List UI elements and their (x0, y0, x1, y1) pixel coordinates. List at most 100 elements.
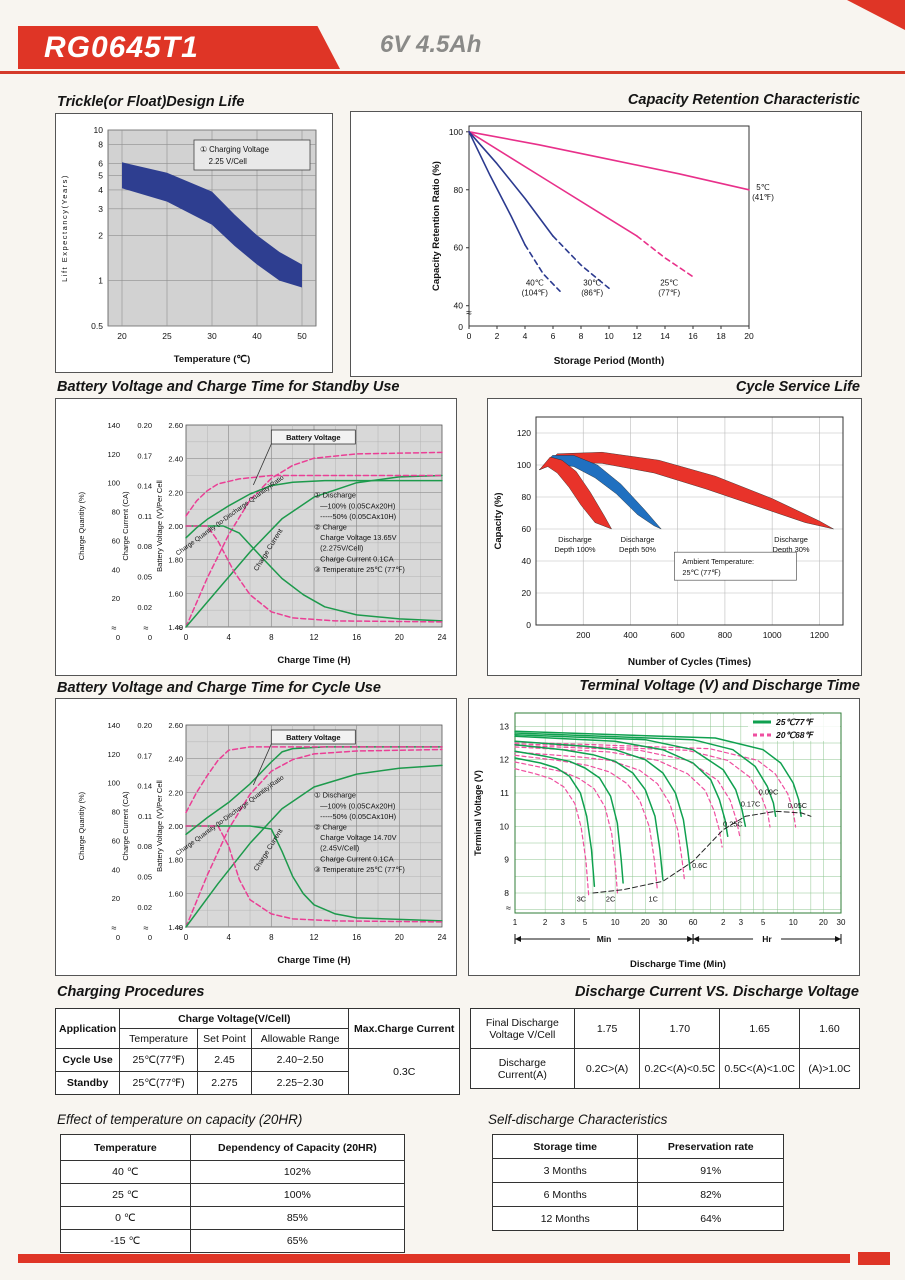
svg-text:≈: ≈ (506, 903, 511, 913)
charging-header-allowable-range: Allowable Range (250, 1028, 350, 1049)
svg-text:24: 24 (438, 633, 447, 642)
table-cell: 64% (637, 1206, 784, 1231)
svg-text:Charge Current (CA): Charge Current (CA) (121, 491, 130, 561)
svg-text:18: 18 (716, 331, 726, 341)
svg-text:1.40: 1.40 (168, 623, 183, 632)
svg-text:≈: ≈ (178, 923, 183, 933)
table-cell: 25 ℃ (60, 1183, 191, 1207)
svg-text:24: 24 (438, 933, 447, 942)
discharge-voltage-table: Final Discharge Voltage V/Cell 1.75 1.70… (470, 1008, 860, 1089)
svg-text:Charge Current 0.1CA: Charge Current 0.1CA (314, 854, 394, 863)
section-title-self-discharge: Self-discharge Characteristics (488, 1112, 668, 1127)
svg-text:(104℉): (104℉) (522, 288, 549, 297)
charging-header-set-point: Set Point (197, 1028, 252, 1049)
table-cell: 65% (189, 1229, 406, 1253)
svg-text:0.14: 0.14 (137, 782, 152, 791)
charging-header-max-current: Max.Charge Current (348, 1008, 460, 1049)
svg-text:2.40: 2.40 (168, 455, 183, 464)
svg-text:② Charge: ② Charge (314, 823, 347, 832)
svg-text:40: 40 (252, 331, 262, 341)
cycle-life-chart: 20 40 60 80 100 120 0 200 400 600 800 1000 1200 Disch… (487, 398, 862, 676)
table-cell-line: Voltage V/Cell (489, 1028, 556, 1041)
svg-text:4: 4 (226, 633, 231, 642)
svg-text:② Charge: ② Charge (314, 523, 347, 532)
svg-text:0.09C: 0.09C (759, 788, 778, 797)
svg-text:80: 80 (112, 508, 120, 517)
svg-text:400: 400 (623, 630, 637, 640)
table-cell: 3 Months (491, 1158, 639, 1183)
svg-text:10: 10 (500, 821, 510, 831)
svg-text:0.05: 0.05 (137, 873, 152, 882)
svg-text:14: 14 (660, 331, 670, 341)
charging-row-cycle-use: Cycle Use (54, 1048, 121, 1072)
svg-text:2.20: 2.20 (168, 488, 183, 497)
table-cell: 2.25~2.30 (250, 1071, 350, 1095)
svg-text:Ambient Temperature:: Ambient Temperature: (682, 557, 754, 566)
svg-text:-----50% (0.05CAx10H): -----50% (0.05CAx10H) (314, 512, 396, 521)
svg-text:0: 0 (526, 620, 531, 630)
svg-text:0: 0 (116, 633, 120, 642)
selfdis-header-storage: Storage time (491, 1134, 639, 1159)
svg-text:0.05C: 0.05C (788, 801, 807, 810)
svg-text:12: 12 (310, 633, 319, 642)
table-cell: 1.60 (799, 1008, 860, 1049)
svg-text:Charge Voltage 14.70V: Charge Voltage 14.70V (314, 833, 397, 842)
svg-text:1: 1 (513, 918, 518, 927)
svg-text:10: 10 (604, 331, 614, 341)
svg-text:140: 140 (107, 421, 120, 430)
svg-text:25℃77℉: 25℃77℉ (775, 717, 814, 727)
svg-text:Charge Time (H): Charge Time (H) (277, 955, 350, 966)
table-cell-line: Final Discharge (485, 1016, 559, 1029)
svg-text:5℃: 5℃ (756, 183, 769, 192)
svg-text:Depth 30%: Depth 30% (772, 545, 809, 554)
svg-text:Charge Time (H): Charge Time (H) (277, 655, 350, 666)
svg-text:30: 30 (207, 331, 217, 341)
svg-text:0: 0 (467, 331, 472, 341)
svg-text:Charge Quantity (%): Charge Quantity (%) (77, 791, 86, 860)
svg-text:60: 60 (112, 536, 120, 545)
svg-text:10: 10 (94, 125, 104, 135)
svg-text:8: 8 (504, 888, 509, 898)
battery-rating: 6V 4.5Ah (380, 31, 482, 58)
svg-text:80: 80 (522, 492, 532, 502)
svg-text:40: 40 (454, 301, 464, 311)
table-cell: 25℃(77℉) (119, 1048, 199, 1072)
svg-text:0.5: 0.5 (91, 321, 103, 331)
charging-header-charge-voltage: Charge Voltage(V/Cell) (119, 1008, 350, 1029)
svg-text:1.80: 1.80 (168, 556, 183, 565)
section-title-design-life: Trickle(or Float)Design Life (57, 94, 245, 110)
table-cell: 82% (637, 1182, 784, 1207)
svg-text:80: 80 (112, 808, 120, 817)
table-cell: 0.5C<(A)<1.0C (719, 1048, 801, 1089)
svg-text:20: 20 (744, 331, 754, 341)
table-cell: 0 ℃ (60, 1206, 191, 1230)
svg-text:12: 12 (310, 933, 319, 942)
charging-header-application: Application (54, 1008, 121, 1049)
svg-text:Terminal Voltage (V): Terminal Voltage (V) (473, 770, 483, 856)
svg-text:800: 800 (718, 630, 732, 640)
svg-text:③ Temperature 25℃ (77℉): ③ Temperature 25℃ (77℉) (314, 565, 405, 574)
svg-text:10: 10 (611, 918, 620, 927)
svg-text:0.17: 0.17 (137, 451, 152, 460)
svg-text:50: 50 (297, 331, 307, 341)
svg-text:16: 16 (352, 633, 361, 642)
cycle-charge-plot: 2.60 2.40 2.20 2.00 1.80 1.60 1.40 0.20 0.17 0.14… (77, 721, 447, 966)
svg-text:2: 2 (98, 230, 103, 240)
svg-text:≈: ≈ (178, 623, 183, 633)
svg-text:1.60: 1.60 (168, 589, 183, 598)
table-cell: 1.70 (639, 1008, 721, 1049)
standby-charge-plot: 2.60 2.40 2.20 2.00 1.80 1.60 1.40 0.20 0.17 0.14… (77, 421, 447, 666)
svg-text:3: 3 (561, 918, 566, 927)
table-cell: 2.40~2.50 (250, 1048, 350, 1072)
svg-text:100: 100 (449, 127, 463, 137)
svg-text:0.11: 0.11 (138, 812, 152, 821)
table-cell: 100% (189, 1183, 406, 1207)
svg-text:13: 13 (500, 721, 510, 731)
svg-text:40℃: 40℃ (526, 278, 544, 287)
section-title-capacity-retention: Capacity Retention Characteristic (627, 92, 860, 108)
model-number: RG0645T1 (44, 30, 199, 64)
charging-row-standby: Standby (54, 1071, 121, 1095)
table-cell: 40 ℃ (60, 1160, 191, 1184)
svg-text:4: 4 (98, 185, 103, 195)
table-cell: 1.75 (573, 1008, 641, 1049)
